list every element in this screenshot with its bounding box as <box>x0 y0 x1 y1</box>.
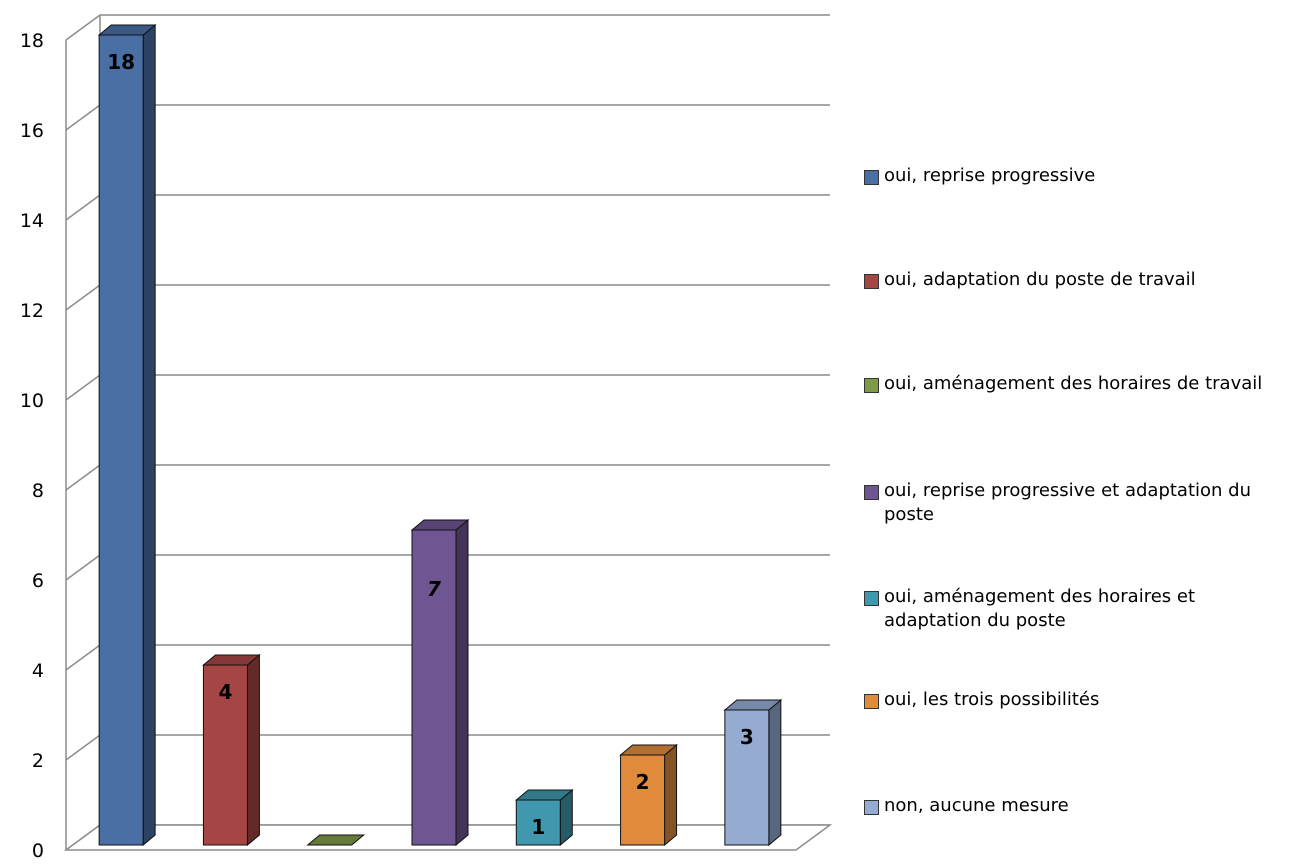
side-wall-line <box>65 644 101 671</box>
legend-swatch <box>864 170 879 185</box>
bar <box>724 709 770 846</box>
side-wall-line <box>65 374 101 401</box>
legend-label: oui, aménagement des horaires de travail <box>884 373 1263 394</box>
legend-item-aucune-mesure: non, aucune mesure <box>864 794 1289 818</box>
legend-item-trois-possibilites: oui, les trois possibilités <box>864 688 1289 712</box>
legend-label: non, aucune mesure <box>884 795 1069 816</box>
y-tick-label: 0 <box>32 840 44 862</box>
legend-label: oui, reprise progressive <box>884 165 1096 186</box>
legend-item-adaptation-poste: oui, adaptation du poste de travail <box>864 268 1289 292</box>
legend-item-horaires-adaptation: oui, aménagement des horaires et adaptat… <box>864 585 1289 633</box>
bar-side <box>455 518 469 847</box>
bar-side <box>768 698 782 847</box>
bar <box>620 754 666 846</box>
legend-item-reprise-progressive: oui, reprise progressive <box>864 164 1289 188</box>
bar-top <box>306 834 366 846</box>
y-tick-label: 12 <box>20 300 44 322</box>
y-tick-label: 18 <box>20 30 44 52</box>
bar-top <box>619 744 678 756</box>
side-wall-line <box>65 284 101 311</box>
side-wall-line <box>65 734 101 761</box>
side-wall-line <box>65 554 101 581</box>
side-wall-line <box>65 104 101 131</box>
data-label: 3 <box>740 725 754 749</box>
legend-label: oui, adaptation du poste de travail <box>884 269 1196 290</box>
data-label: 2 <box>636 770 650 794</box>
bar-top <box>410 519 470 531</box>
legend-swatch <box>864 591 879 606</box>
bar-top <box>97 24 157 36</box>
legend-swatch <box>864 694 879 709</box>
legend-swatch <box>864 274 879 289</box>
legend-swatch <box>864 378 879 393</box>
y-tick-label: 10 <box>20 390 44 412</box>
legend-label: oui, aménagement des horaires et adaptat… <box>884 586 1196 631</box>
y-tick-label: 14 <box>20 210 44 232</box>
y-tick-label: 6 <box>32 570 44 592</box>
side-wall-line <box>65 194 101 221</box>
bar-side <box>664 743 678 847</box>
y-tick-label: 8 <box>32 480 44 502</box>
bar-top <box>202 654 261 666</box>
legend-item-reprise-adaptation: oui, reprise progressive et adaptation d… <box>864 479 1289 527</box>
data-label: 18 <box>107 50 135 74</box>
data-label: 1 <box>531 815 545 839</box>
bar-side <box>246 653 260 847</box>
bar-side <box>142 23 156 847</box>
legend: oui, reprise progressive oui, adaptation… <box>864 0 1291 864</box>
legend-swatch <box>864 800 879 815</box>
legend-item-amenagement-horaires: oui, aménagement des horaires de travail <box>864 372 1289 396</box>
legend-label: oui, les trois possibilités <box>884 689 1100 710</box>
y-tick-label: 16 <box>20 120 44 142</box>
side-wall-line <box>65 14 101 41</box>
bar <box>515 799 561 846</box>
data-label: 4 <box>218 680 232 704</box>
bar-top <box>723 699 783 711</box>
y-tick-label: 2 <box>32 750 44 772</box>
bar <box>98 34 144 846</box>
bar-top <box>514 789 574 801</box>
y-tick-label: 4 <box>32 660 44 682</box>
bar <box>202 664 248 846</box>
data-label: 7 <box>427 577 441 601</box>
side-wall-line <box>65 464 101 491</box>
legend-swatch <box>864 485 879 500</box>
legend-label: oui, reprise progressive et adaptation d… <box>884 480 1251 525</box>
